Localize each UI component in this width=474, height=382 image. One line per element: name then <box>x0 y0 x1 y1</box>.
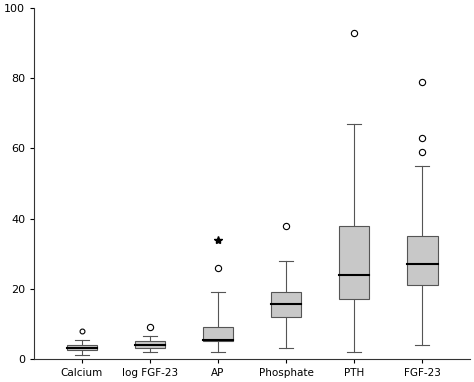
Bar <box>271 292 301 317</box>
Bar <box>203 327 233 341</box>
Bar <box>407 236 438 285</box>
Bar <box>135 341 165 348</box>
Bar <box>339 225 369 299</box>
Bar <box>66 345 97 350</box>
